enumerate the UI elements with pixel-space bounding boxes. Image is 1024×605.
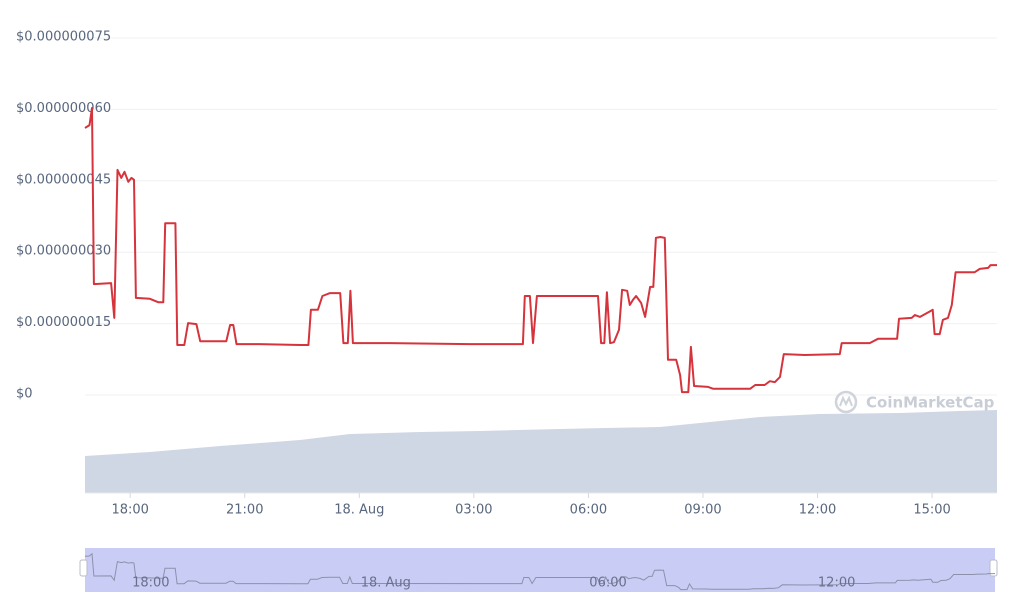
x-tick-label: 15:00 [913, 503, 950, 518]
watermark-text: CoinMarketCap [866, 394, 995, 412]
navigator-line [84, 552, 995, 591]
watermark-logo-mark [839, 395, 853, 407]
volume-area [85, 410, 997, 493]
navigator-label: 18. Aug [361, 576, 411, 591]
price-line [84, 107, 997, 394]
x-tick-label: 12:00 [799, 503, 836, 518]
navigator-label: 06:00 [589, 576, 626, 591]
navigator-label: 18:00 [132, 576, 169, 591]
x-tick-label: 18. Aug [334, 503, 384, 518]
x-tick-label: 06:00 [570, 503, 607, 518]
y-tick-label: $0.000000060 [16, 101, 111, 116]
navigator-handle-left[interactable] [79, 559, 88, 577]
x-tick-label: 03:00 [455, 503, 492, 518]
watermark: CoinMarketCap [834, 390, 995, 414]
y-tick-label: $0 [16, 387, 33, 402]
y-tick-label: $0.000000015 [16, 315, 111, 330]
y-tick-label: $0.000000045 [16, 172, 111, 187]
watermark-logo [834, 390, 858, 414]
navigator-handle-right[interactable] [989, 559, 998, 577]
x-tick-label: 09:00 [684, 503, 721, 518]
x-tick-label: 18:00 [111, 503, 148, 518]
navigator[interactable] [85, 548, 995, 592]
y-tick-label: $0.000000075 [16, 30, 111, 45]
x-tick-label: 21:00 [226, 503, 263, 518]
y-tick-label: $0.000000030 [16, 244, 111, 259]
navigator-label: 12:00 [818, 576, 855, 591]
